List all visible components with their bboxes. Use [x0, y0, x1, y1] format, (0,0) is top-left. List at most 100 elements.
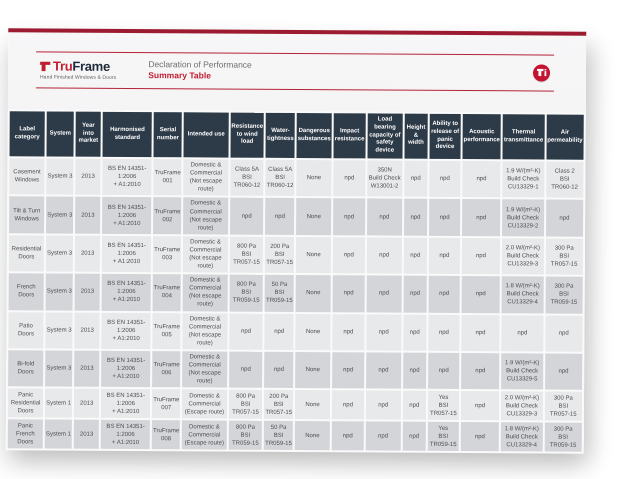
table-cell: Class 2 BSI TR060-12: [545, 161, 584, 199]
table-cell: TruFrame 006: [152, 351, 181, 388]
table-cell: TruFrame 002: [153, 197, 182, 235]
document-header: TruFrame Hand Finished Windows & Doors D…: [35, 51, 555, 92]
table-cell: npd: [461, 276, 501, 313]
table-row: Residential Doors System 3 2013 BS EN 14351…: [8, 235, 584, 275]
table-cell: npd: [333, 198, 366, 236]
table-cell: 2013: [75, 197, 101, 234]
table-cell: 200 Pa BSI TR057-15: [264, 390, 294, 420]
table-cell: npd: [229, 313, 263, 350]
table-cell: 1.9 W/(m²-K) Build Check CU13329-1: [502, 161, 545, 198]
table-cell: TruFrame 005: [152, 312, 181, 350]
table-cell: Domestic & Commercial (Escape route): [182, 420, 227, 450]
table-cell: 1.9 W/(m²-K) Build Check CU13329-5: [501, 353, 543, 390]
table-cell: 800 Pa BSI TR057-15: [229, 236, 264, 274]
truframe-badge-glyph-icon: [536, 68, 546, 77]
table-row: Patio Doors System 3 2013 BS EN 14351-1:200…: [8, 311, 583, 352]
table-cell: None: [295, 390, 331, 420]
table-cell: Panic Residential Doors: [7, 388, 44, 418]
table-cell: System 3: [45, 273, 73, 311]
table-cell: npd: [332, 390, 364, 420]
column-header: Ability to release of panic device: [429, 113, 461, 160]
table-cell: BS EN 14351-1:2006 + A1:2010: [102, 235, 152, 273]
table-cell: npd: [461, 199, 501, 237]
table-row: Tilt & Turn Windows System 3 2013 BS EN 143…: [9, 196, 584, 237]
document-title: Declaration of Performance: [148, 59, 252, 70]
table-cell: Domestic & Commercial (Not escape route): [183, 197, 228, 235]
table-cell: Casement Windows: [9, 158, 45, 195]
table-cell: None: [295, 351, 331, 389]
table-cell: Panic French Doors: [7, 419, 44, 449]
table-cell: Domestic & Commercial (Escape route): [182, 389, 227, 419]
table-cell: npd: [403, 237, 428, 275]
table-cell: npd: [544, 315, 583, 352]
column-header: Harmonised standard: [102, 111, 153, 158]
table-cell: 1.9 W/(m²-K) Build Check CU13329-2: [502, 199, 544, 237]
table-cell: None: [294, 421, 331, 451]
table-row: Panic Residential Doors System 1 2013 BS EN…: [7, 388, 583, 422]
truframe-badge-icon: [532, 63, 551, 82]
column-header: Dangerous substances: [296, 113, 332, 159]
table-cell: npd: [365, 421, 401, 451]
table-cell: 2013: [74, 388, 100, 419]
table-cell: 1.8 W/(m²-K) Build Check CU13329-4: [501, 276, 544, 314]
table-cell: Domestic & Commercial (Not escape route): [183, 236, 228, 273]
table-row: Panic French Doors System 1 2013 BS EN 1435…: [7, 419, 582, 453]
table-cell: 50 Pa BSI TR059-15: [264, 275, 294, 312]
table-cell: npd: [402, 314, 427, 351]
column-header: Load bearing capacity of safety device: [367, 113, 403, 159]
table-cell: 2013: [74, 235, 101, 273]
summary-table: Label category System Year into market Harm…: [5, 109, 586, 455]
table-cell: npd: [332, 275, 365, 312]
table-cell: npd: [365, 390, 401, 420]
column-header: Serial number: [153, 112, 183, 158]
table-cell: npd: [332, 313, 365, 351]
table-cell: npd: [228, 351, 263, 389]
table-cell: 2013: [74, 312, 100, 349]
column-header: Air permeability: [546, 114, 584, 160]
table-cell: 50 Pa BSI TR059-15: [264, 421, 293, 451]
table-cell: npd: [332, 352, 365, 389]
table-cell: BS EN 14351-1:2006 + A1:2010: [101, 389, 151, 419]
table-cell: None: [296, 160, 332, 197]
table-cell: System 3: [45, 350, 73, 387]
table-cell: Yes BSI TR059-15: [427, 422, 459, 452]
table-cell: npd: [461, 237, 501, 275]
table-cell: npd: [264, 313, 294, 350]
table-cell: 1.8 W/(m²-K) Build Check CU13329-4: [500, 422, 543, 452]
column-header: Height & width: [404, 113, 428, 159]
table-cell: TruFrame 008: [151, 420, 181, 450]
table-cell: Bi-fold Doors: [8, 350, 44, 387]
table-cell: None: [295, 236, 332, 274]
table-cell: System 3: [46, 196, 74, 234]
table-cell: Domestic & Commercial (Not escape route): [183, 159, 229, 197]
table-cell: npd: [265, 198, 295, 235]
table-cell: npd: [544, 353, 583, 391]
table-cell: BS EN 14351-1:2006 + A1:2010: [101, 420, 151, 450]
table-cell: npd: [366, 275, 402, 313]
table-cell: 300 Pa BSI TR057-15: [544, 391, 583, 422]
truframe-logo: TruFrame Hand Finished Windows & Doors: [40, 58, 116, 80]
table-cell: None: [295, 313, 331, 351]
column-header: Intended use: [183, 112, 229, 158]
table-cell: 2.0 W/(m²-K) Build Check CU13329-3: [502, 238, 544, 275]
table-cell: 350N Build Check W13001-2: [367, 160, 403, 198]
table-cell: System 3: [46, 158, 74, 196]
column-header: Resistance to wind load: [230, 112, 265, 158]
truframe-logo-icon: [40, 61, 51, 71]
table-cell: BS EN 14351-1:2006 + A1:2010: [102, 158, 152, 196]
logo-wordmark: TruFrame: [53, 58, 110, 73]
document-subtitle: Summary Table: [148, 70, 211, 81]
table-cell: Yes BSI TR057-15: [427, 391, 459, 421]
column-header: Impact resistance: [333, 113, 366, 159]
table-cell: npd: [461, 352, 500, 390]
table-cell: BS EN 14351-1:2006 + A1:2010: [101, 350, 151, 388]
table-cell: npd: [229, 198, 264, 235]
table-cell: 2013: [74, 273, 101, 311]
table-cell: 300 Pa BSI TR057-15: [545, 238, 584, 275]
table-cell: 2013: [75, 158, 101, 196]
table-cell: npd: [402, 421, 426, 452]
table-cell: 2.0 W/(m²-K) Build Check CU13329-3: [501, 391, 543, 421]
logo-row: TruFrame: [40, 58, 116, 73]
table-cell: npd: [461, 314, 500, 352]
table-cell: npd: [366, 198, 402, 236]
